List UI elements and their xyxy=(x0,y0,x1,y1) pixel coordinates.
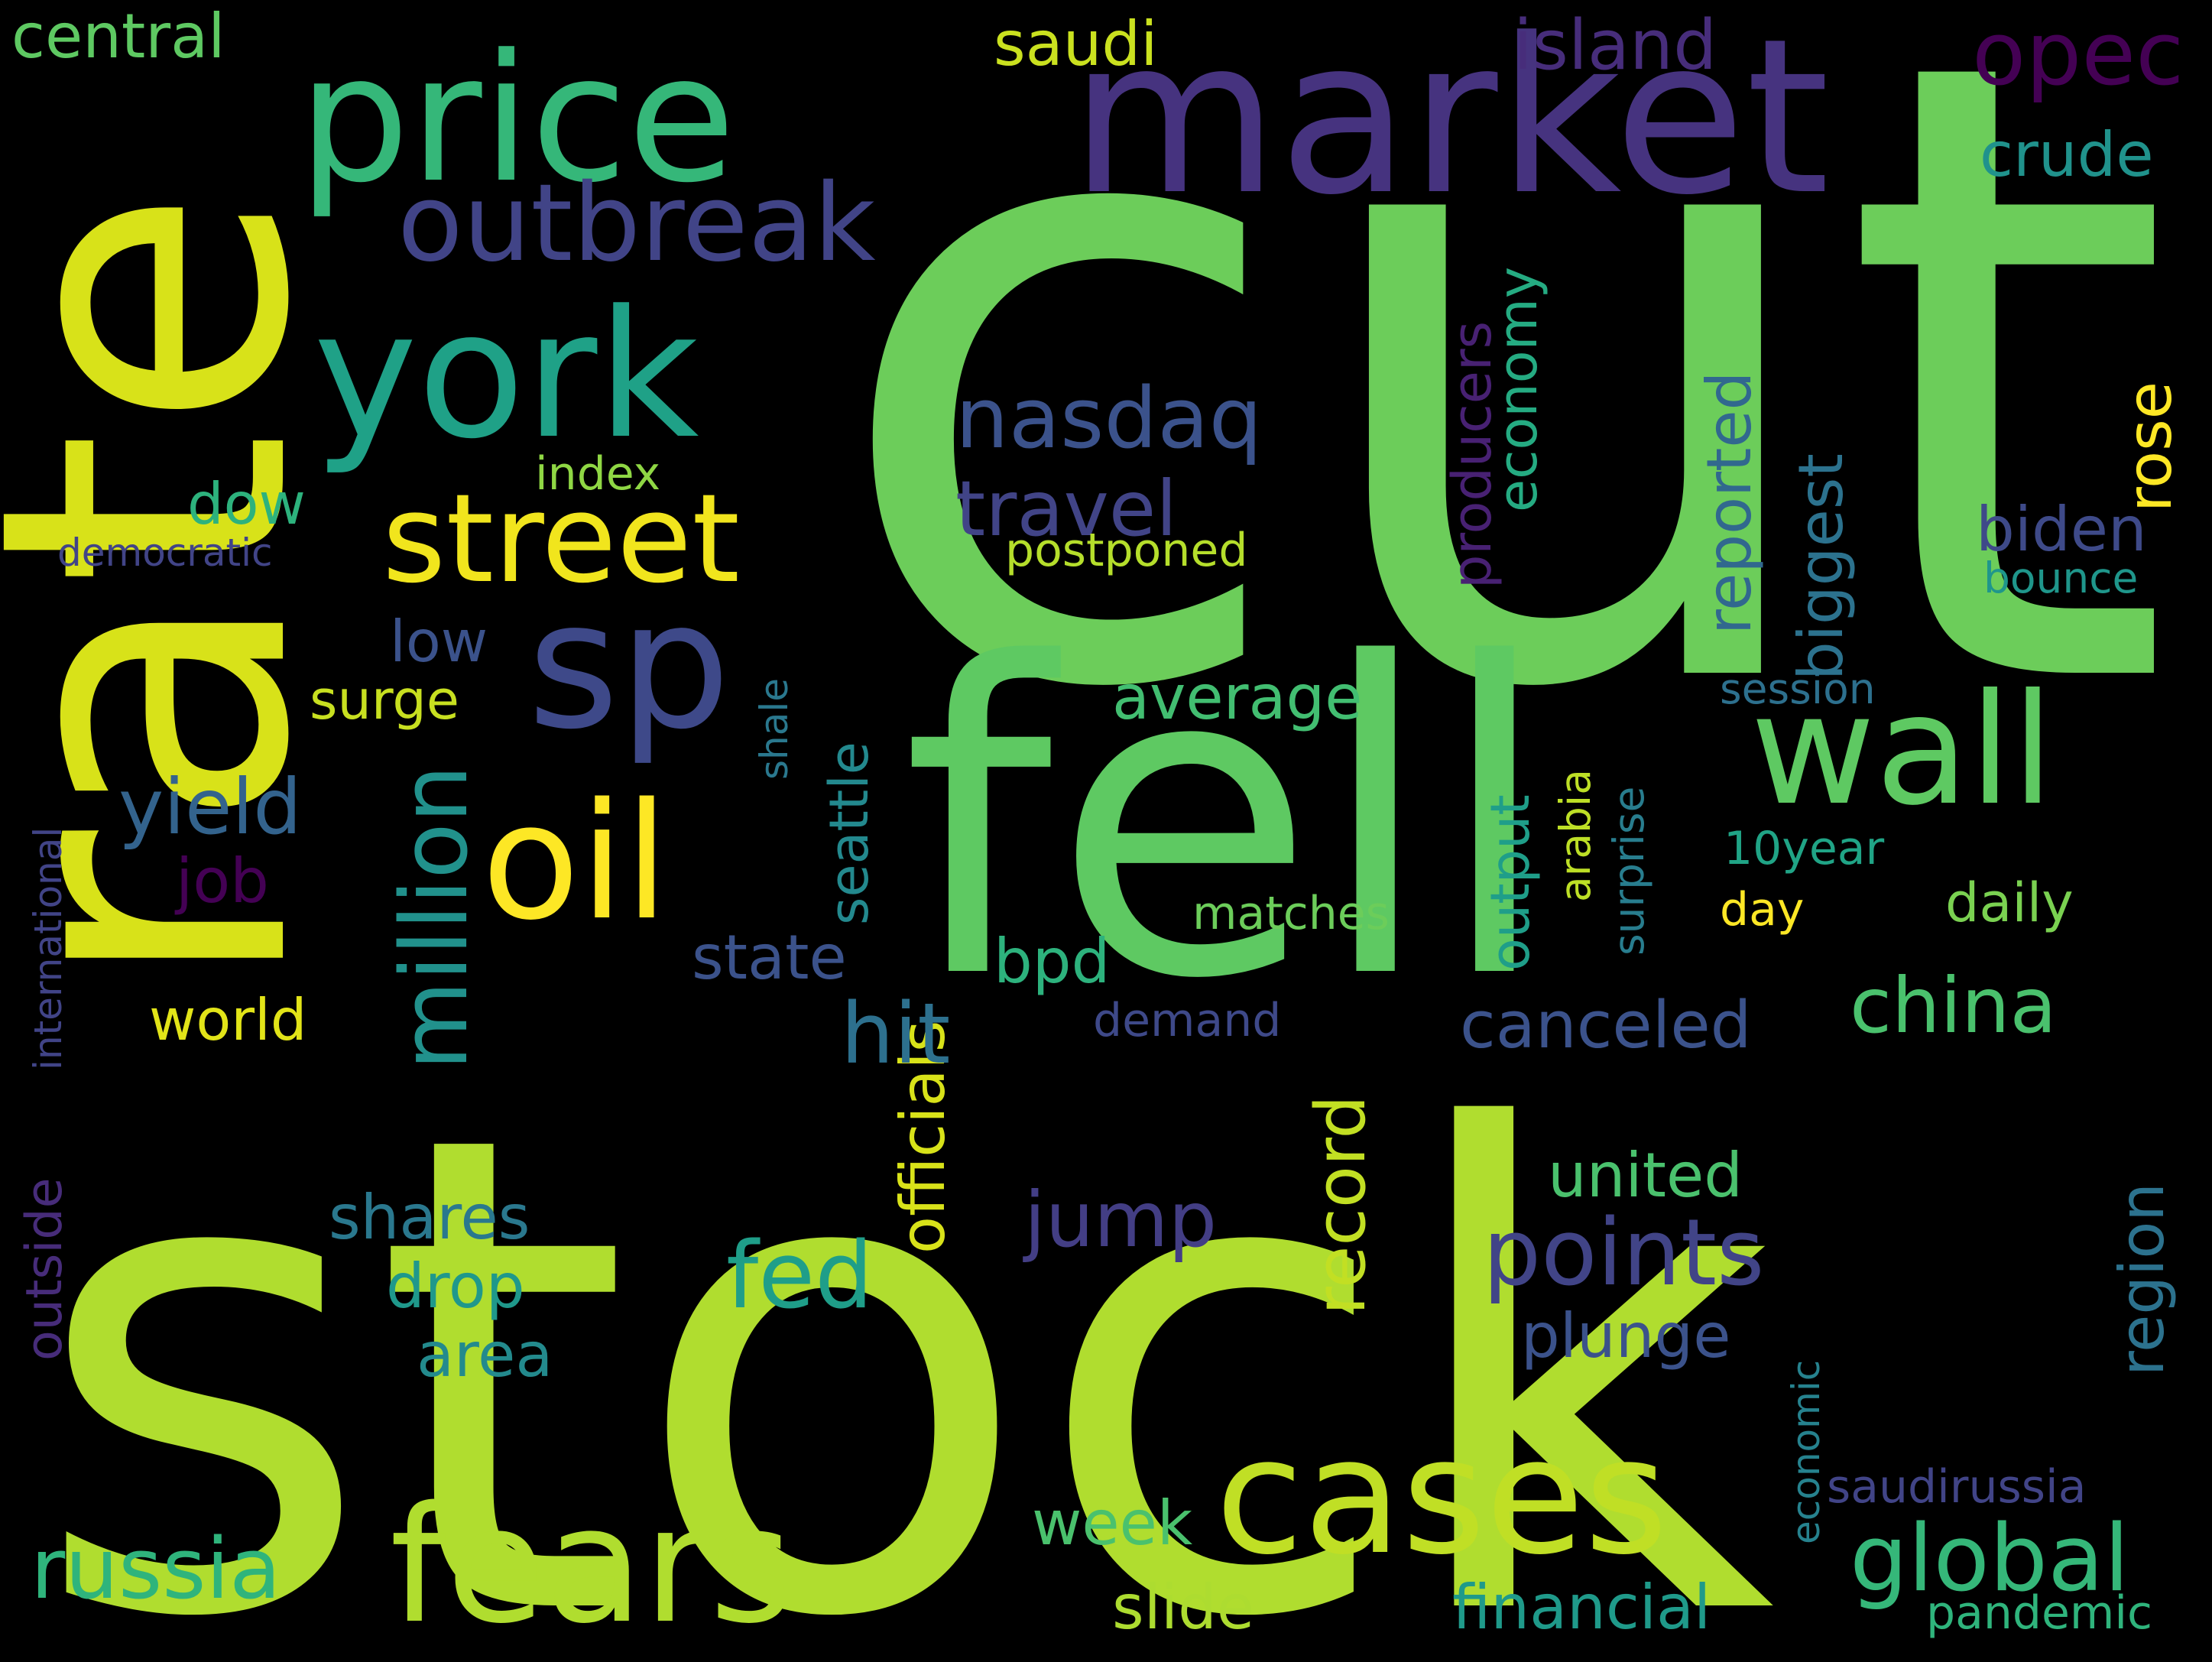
word-market: market xyxy=(1070,0,1830,242)
word-slide: slide xyxy=(1112,1572,1254,1643)
word-low: low xyxy=(390,608,488,675)
word-cut: cut xyxy=(825,0,2175,875)
word-drop: drop xyxy=(386,1251,525,1322)
word-economy: economy xyxy=(1487,267,1549,512)
word-global: global xyxy=(1850,1506,2129,1612)
word-index: index xyxy=(535,447,660,501)
word-postponed: postponed xyxy=(1005,524,1247,577)
word-10year: 10year xyxy=(1724,822,1885,875)
word-sp: sp xyxy=(527,564,731,768)
word-rose: rose xyxy=(2114,381,2185,512)
word-daily: daily xyxy=(1945,872,2074,934)
word-stock: stock xyxy=(31,995,1775,1662)
word-rate: rate xyxy=(0,187,377,994)
word-china: china xyxy=(1850,961,2057,1050)
word-pandemic: pandemic xyxy=(1926,1586,2152,1640)
word-international: international xyxy=(26,827,70,1070)
word-surge: surge xyxy=(310,669,459,732)
word-outbreak: outbreak xyxy=(397,161,876,286)
word-plunge: plunge xyxy=(1521,1300,1730,1371)
word-travel: travel xyxy=(955,464,1177,553)
word-opec: opec xyxy=(1972,3,2184,105)
word-hit: hit xyxy=(841,985,950,1083)
word-demand: demand xyxy=(1093,994,1281,1047)
word-seattle: seattle xyxy=(818,742,881,925)
word-street: street xyxy=(382,467,740,610)
word-fed: fed xyxy=(726,1223,873,1329)
word-dow: dow xyxy=(187,470,306,537)
word-central: central xyxy=(11,1,225,72)
word-region: region xyxy=(2107,1183,2178,1376)
word-officials: officials xyxy=(887,1021,958,1254)
word-fears: fears xyxy=(390,1472,793,1659)
word-wall: wall xyxy=(1750,661,2054,839)
word-biden: biden xyxy=(1976,494,2147,565)
word-biggest: biggest xyxy=(1785,453,1857,680)
word-million: million xyxy=(382,764,488,1070)
word-outside: outside xyxy=(16,1177,73,1361)
word-economic: economic xyxy=(1784,1360,1828,1544)
word-united: united xyxy=(1548,1140,1743,1211)
word-russia: russia xyxy=(31,1520,281,1618)
word-price: price xyxy=(298,18,735,222)
word-jump: jump xyxy=(1023,1175,1217,1264)
word-bounce: bounce xyxy=(1983,553,2138,602)
word-output: output xyxy=(1479,794,1542,971)
word-world: world xyxy=(149,986,307,1053)
word-reported: reported xyxy=(1694,372,1765,635)
word-shares: shares xyxy=(329,1182,530,1253)
word-island: island xyxy=(1513,5,1717,86)
word-shale: shale xyxy=(752,678,796,780)
word-average: average xyxy=(1112,662,1363,733)
word-fell: fell xyxy=(902,574,1554,1073)
word-yield: yield xyxy=(118,762,302,852)
word-york: york xyxy=(313,274,699,478)
word-saudirussia: saudirussia xyxy=(1827,1460,2086,1514)
word-bpd: bpd xyxy=(994,926,1110,997)
word-surprise: surprise xyxy=(1604,787,1653,956)
word-arabia: arabia xyxy=(1551,769,1600,902)
word-area: area xyxy=(417,1320,553,1391)
word-cases: cases xyxy=(1215,1403,1668,1590)
word-financial: financial xyxy=(1452,1572,1711,1643)
word-democratic: democratic xyxy=(57,531,272,575)
word-job: job xyxy=(174,846,269,917)
word-record: record xyxy=(1301,1096,1381,1316)
word-points: points xyxy=(1483,1200,1765,1307)
word-saudi: saudi xyxy=(994,8,1157,80)
word-nasdaq: nasdaq xyxy=(955,369,1263,467)
word-canceled: canceled xyxy=(1460,988,1752,1063)
word-oil: oil xyxy=(482,768,669,956)
word-week: week xyxy=(1032,1488,1193,1559)
word-session: session xyxy=(1720,664,1876,713)
word-day: day xyxy=(1720,883,1804,936)
word-producers: producers xyxy=(1441,321,1503,589)
word-state: state xyxy=(692,922,847,993)
word-matches: matches xyxy=(1192,887,1390,940)
word-crude: crude xyxy=(1980,119,2154,190)
